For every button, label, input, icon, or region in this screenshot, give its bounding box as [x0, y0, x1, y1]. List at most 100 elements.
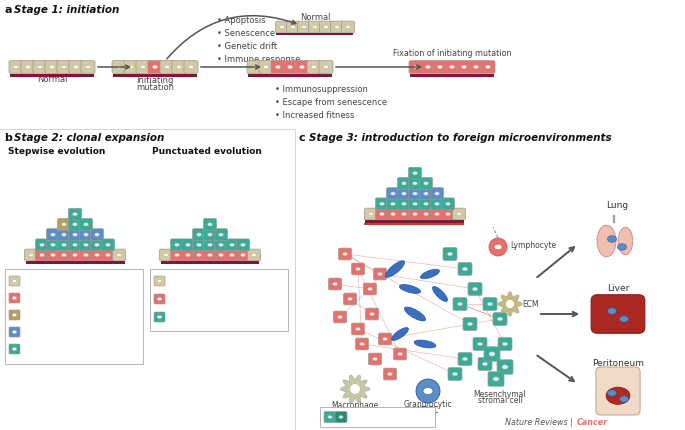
- Ellipse shape: [84, 223, 88, 227]
- Ellipse shape: [618, 228, 633, 255]
- Ellipse shape: [462, 66, 466, 70]
- FancyBboxPatch shape: [68, 249, 82, 261]
- Text: • Immunosuppression
• Escape from senescence
• Increased fitness: • Immunosuppression • Escape from senesc…: [275, 85, 387, 120]
- FancyBboxPatch shape: [375, 198, 388, 210]
- Ellipse shape: [473, 66, 479, 70]
- FancyBboxPatch shape: [9, 310, 20, 320]
- FancyBboxPatch shape: [430, 209, 443, 221]
- FancyBboxPatch shape: [430, 188, 443, 200]
- FancyBboxPatch shape: [338, 249, 351, 260]
- Bar: [150, 269, 288, 331]
- FancyBboxPatch shape: [90, 229, 103, 241]
- Ellipse shape: [399, 285, 421, 294]
- FancyBboxPatch shape: [457, 61, 471, 74]
- FancyBboxPatch shape: [484, 347, 500, 361]
- Text: Initiating: Initiating: [136, 76, 174, 85]
- FancyBboxPatch shape: [419, 178, 432, 190]
- Bar: [320, 407, 435, 427]
- FancyBboxPatch shape: [154, 276, 165, 286]
- FancyBboxPatch shape: [69, 61, 83, 74]
- Ellipse shape: [473, 288, 477, 291]
- FancyBboxPatch shape: [364, 209, 377, 221]
- Ellipse shape: [401, 213, 406, 216]
- Ellipse shape: [38, 66, 42, 70]
- FancyBboxPatch shape: [160, 249, 173, 261]
- Ellipse shape: [373, 357, 377, 361]
- Text: Liver: Liver: [607, 283, 630, 292]
- FancyBboxPatch shape: [171, 249, 184, 261]
- FancyBboxPatch shape: [408, 188, 421, 200]
- Ellipse shape: [423, 213, 428, 216]
- FancyBboxPatch shape: [397, 209, 410, 221]
- Ellipse shape: [446, 203, 451, 206]
- FancyBboxPatch shape: [45, 61, 59, 74]
- FancyBboxPatch shape: [342, 22, 355, 34]
- FancyBboxPatch shape: [203, 219, 216, 231]
- FancyBboxPatch shape: [192, 229, 206, 241]
- Text: b: b: [4, 133, 12, 143]
- Ellipse shape: [12, 347, 16, 351]
- FancyBboxPatch shape: [259, 61, 273, 74]
- Circle shape: [349, 384, 360, 394]
- Ellipse shape: [105, 254, 110, 257]
- Ellipse shape: [290, 26, 295, 30]
- FancyBboxPatch shape: [275, 22, 288, 34]
- FancyBboxPatch shape: [154, 294, 165, 304]
- Ellipse shape: [437, 66, 443, 70]
- Ellipse shape: [12, 331, 16, 334]
- FancyBboxPatch shape: [203, 240, 216, 251]
- FancyBboxPatch shape: [419, 209, 432, 221]
- Ellipse shape: [186, 254, 190, 257]
- Ellipse shape: [240, 254, 245, 257]
- Text: ECM: ECM: [522, 300, 538, 309]
- FancyBboxPatch shape: [334, 311, 347, 323]
- Ellipse shape: [401, 193, 406, 196]
- FancyBboxPatch shape: [478, 358, 492, 371]
- Text: Punctuated evolution: Punctuated evolution: [152, 147, 262, 156]
- FancyBboxPatch shape: [225, 240, 238, 251]
- FancyBboxPatch shape: [192, 249, 206, 261]
- Ellipse shape: [279, 26, 284, 30]
- Ellipse shape: [62, 243, 66, 247]
- Ellipse shape: [175, 254, 179, 257]
- Ellipse shape: [423, 193, 428, 196]
- FancyBboxPatch shape: [182, 240, 195, 251]
- FancyBboxPatch shape: [469, 61, 483, 74]
- Ellipse shape: [208, 233, 212, 237]
- Ellipse shape: [95, 243, 99, 247]
- Ellipse shape: [275, 66, 281, 70]
- Ellipse shape: [383, 338, 388, 341]
- FancyBboxPatch shape: [124, 61, 138, 74]
- FancyBboxPatch shape: [330, 22, 343, 34]
- Ellipse shape: [390, 213, 395, 216]
- FancyBboxPatch shape: [58, 219, 71, 231]
- Ellipse shape: [328, 415, 332, 418]
- FancyBboxPatch shape: [247, 61, 261, 74]
- FancyBboxPatch shape: [160, 61, 174, 74]
- FancyBboxPatch shape: [47, 249, 60, 261]
- Ellipse shape: [397, 353, 402, 356]
- Ellipse shape: [452, 372, 458, 376]
- Ellipse shape: [51, 233, 55, 237]
- Bar: [10, 74, 94, 77]
- Ellipse shape: [312, 26, 317, 30]
- FancyBboxPatch shape: [214, 229, 227, 241]
- Text: Lung: Lung: [606, 200, 628, 209]
- FancyBboxPatch shape: [283, 61, 297, 74]
- FancyBboxPatch shape: [351, 264, 364, 275]
- FancyBboxPatch shape: [419, 188, 432, 200]
- FancyBboxPatch shape: [214, 249, 227, 261]
- FancyBboxPatch shape: [442, 209, 455, 221]
- FancyBboxPatch shape: [386, 209, 399, 221]
- FancyBboxPatch shape: [308, 22, 321, 34]
- Ellipse shape: [14, 66, 18, 70]
- Text: KRAS + CDKN2A: KRAS + CDKN2A: [23, 312, 82, 318]
- Ellipse shape: [197, 243, 201, 247]
- Ellipse shape: [339, 415, 343, 418]
- FancyBboxPatch shape: [343, 293, 356, 305]
- FancyBboxPatch shape: [90, 249, 103, 261]
- FancyBboxPatch shape: [468, 283, 482, 296]
- FancyBboxPatch shape: [375, 209, 388, 221]
- FancyBboxPatch shape: [9, 276, 20, 286]
- Ellipse shape: [346, 26, 351, 30]
